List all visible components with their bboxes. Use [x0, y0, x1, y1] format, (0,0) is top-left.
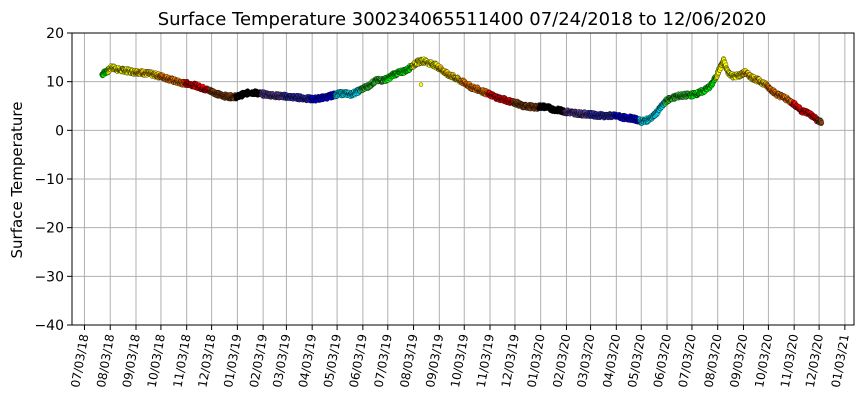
x-tick-label: 10/03/18 — [145, 333, 168, 389]
x-tick-label: 10/03/19 — [448, 333, 471, 389]
x-tick-label: 01/03/20 — [525, 333, 548, 389]
x-tick-label: 05/03/20 — [625, 333, 648, 389]
x-tick-label: 12/03/20 — [803, 333, 826, 389]
x-axis-ticks: 07/03/18 08/03/18 09/03/18 10/03/18 11/03/18… — [68, 325, 852, 389]
chart-title: Surface Temperature 300234065511400 07/2… — [158, 9, 767, 30]
x-tick-label: 05/03/19 — [321, 333, 344, 389]
x-tick-label: 12/03/18 — [195, 333, 218, 389]
x-tick-label: 07/03/20 — [676, 333, 699, 389]
y-axis-label: Surface Temperature — [8, 102, 26, 259]
x-tick-label: 01/03/21 — [829, 333, 852, 389]
x-tick-label: 03/03/20 — [574, 333, 597, 389]
x-tick-label: 08/03/19 — [397, 333, 420, 389]
x-tick-label: 06/03/20 — [651, 333, 674, 389]
x-tick-label: 07/03/19 — [372, 333, 395, 389]
x-tick-label: 09/03/19 — [423, 333, 446, 389]
y-tick-label: 0 — [55, 123, 64, 139]
x-tick-label: 02/03/20 — [550, 333, 573, 389]
y-tick-label: −10 — [34, 172, 64, 188]
x-tick-label: 02/03/19 — [247, 333, 270, 389]
outlier-point — [418, 82, 424, 87]
data-series — [99, 56, 825, 127]
y-axis-ticks: 20 10 0 −10 −20 −30 −40 — [34, 26, 72, 334]
x-tick-label: 09/03/18 — [120, 333, 143, 389]
x-tick-label: 01/03/19 — [221, 333, 244, 389]
y-tick-label: −20 — [34, 221, 64, 237]
x-tick-label: 09/03/20 — [727, 333, 750, 389]
data-point — [819, 120, 825, 126]
x-tick-label: 08/03/18 — [94, 333, 117, 389]
y-tick-label: −40 — [34, 318, 64, 334]
x-tick-label: 08/03/20 — [702, 333, 725, 389]
x-tick-label: 11/03/20 — [778, 333, 801, 389]
x-tick-label: 04/03/20 — [600, 333, 623, 389]
x-tick-label: 04/03/19 — [296, 333, 319, 389]
x-tick-label: 06/03/19 — [347, 333, 370, 389]
x-tick-label: 10/03/20 — [752, 333, 775, 389]
x-tick-label: 03/03/19 — [270, 333, 293, 389]
y-tick-label: −30 — [34, 269, 64, 285]
x-tick-label: 07/03/18 — [68, 333, 91, 389]
y-tick-label: 20 — [46, 26, 64, 42]
x-tick-label: 11/03/19 — [474, 333, 497, 389]
y-tick-label: 10 — [46, 75, 64, 91]
x-tick-label: 12/03/19 — [499, 333, 522, 389]
x-tick-label: 11/03/18 — [170, 333, 193, 389]
